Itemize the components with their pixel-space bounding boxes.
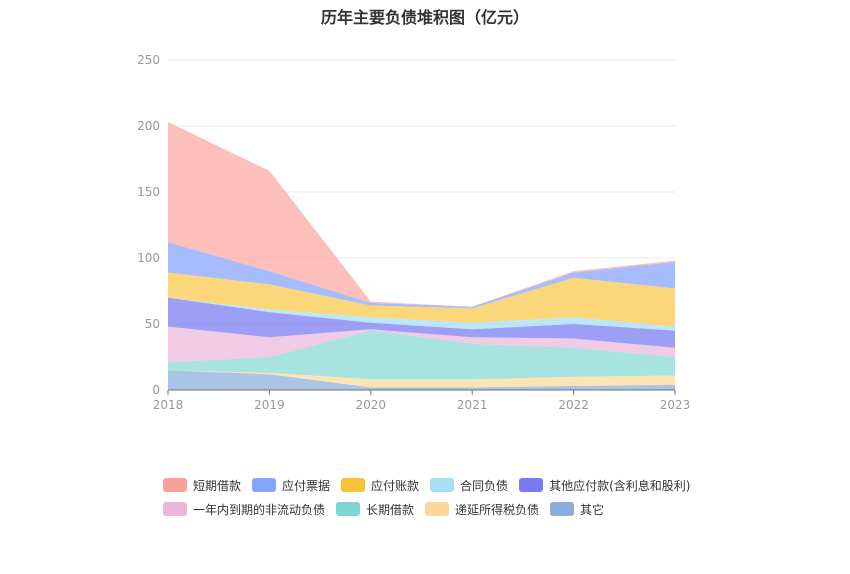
area-series-7[interactable] — [168, 242, 675, 309]
legend-item[interactable]: 应付账款 — [341, 477, 419, 494]
legend-swatch — [163, 478, 187, 492]
x-tick-label: 2022 — [558, 398, 589, 412]
legend-item[interactable]: 长期借款 — [336, 501, 414, 518]
legend-item[interactable]: 一年内到期的非流动负债 — [163, 501, 325, 518]
legend-row: 一年内到期的非流动负债 长期借款 递延所得税负债 其它 — [163, 501, 723, 517]
legend-label: 其他应付款(含利息和股利) — [549, 478, 691, 493]
legend-label: 其它 — [580, 502, 605, 517]
legend: 短期借款 应付票据 应付账款 合同负债 其他应付款(含利息和股利) 一年内到期的非流动负债… — [163, 477, 723, 525]
legend-item[interactable]: 应付票据 — [252, 477, 330, 494]
x-tick-label: 2021 — [457, 398, 488, 412]
legend-row: 短期借款 应付票据 应付账款 合同负债 其他应付款(含利息和股利) — [163, 477, 723, 493]
area-series-4[interactable] — [168, 297, 675, 348]
legend-label: 短期借款 — [193, 478, 242, 493]
x-tick-label: 2019 — [254, 398, 285, 412]
legend-swatch — [252, 478, 277, 492]
y-tick-label: 100 — [137, 251, 160, 265]
x-tick-label: 2020 — [356, 398, 387, 412]
legend-item[interactable]: 递延所得税负债 — [425, 501, 539, 518]
y-tick-label: 0 — [152, 383, 160, 397]
legend-label: 合同负债 — [460, 478, 509, 493]
legend-label: 长期借款 — [366, 502, 415, 517]
area-series-6[interactable] — [168, 272, 675, 327]
y-tick-label: 150 — [137, 185, 160, 199]
legend-swatch — [430, 478, 455, 492]
area-series-1[interactable] — [168, 370, 675, 388]
legend-swatch — [163, 502, 187, 516]
legend-label: 应付票据 — [282, 478, 331, 493]
legend-swatch — [519, 478, 544, 492]
x-tick-label: 2018 — [153, 398, 184, 412]
legend-swatch — [336, 502, 361, 516]
y-tick-label: 50 — [145, 317, 160, 331]
area-series-3[interactable] — [168, 326, 675, 363]
area-series-5[interactable] — [168, 297, 675, 331]
legend-label: 一年内到期的非流动负债 — [193, 502, 326, 517]
legend-label: 应付账款 — [371, 478, 420, 493]
legend-item[interactable]: 其他应付款(含利息和股利) — [519, 477, 690, 494]
area-series-8[interactable] — [168, 122, 675, 307]
legend-swatch — [341, 478, 366, 492]
legend-swatch — [550, 502, 575, 516]
chart-title: 历年主要负债堆积图（亿元） — [320, 8, 529, 27]
x-tick-label: 2023 — [660, 398, 691, 412]
legend-item[interactable]: 其它 — [550, 501, 604, 518]
legend-item[interactable]: 合同负债 — [430, 477, 508, 494]
axes: 0 50 100 150 200 250 2018 2019 2020 2021 2022 2023 — [137, 53, 690, 412]
y-tick-label: 250 — [137, 53, 160, 67]
legend-label: 递延所得税负债 — [455, 502, 540, 517]
area-series-2[interactable] — [168, 330, 675, 380]
stacked-areas — [168, 122, 675, 390]
legend-item[interactable]: 短期借款 — [163, 477, 241, 494]
y-tick-label: 200 — [137, 119, 160, 133]
legend-swatch — [425, 502, 450, 516]
area-series-0[interactable] — [168, 370, 675, 390]
